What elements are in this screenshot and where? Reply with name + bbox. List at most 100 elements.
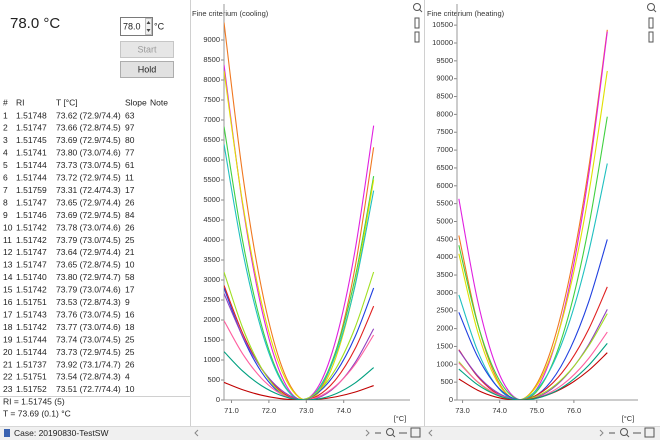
y-tick-label: 8000 [203, 75, 220, 84]
hold-button[interactable] [120, 61, 174, 78]
table-cell: 1.51744 [16, 160, 47, 170]
table-cell: 15 [3, 285, 13, 295]
table-cell: 10 [125, 260, 135, 270]
column-header: # [3, 97, 8, 107]
y-tick-label: 8500 [436, 92, 453, 101]
table-cell: 1.51743 [16, 309, 47, 319]
table-cell: 1.51742 [16, 235, 47, 245]
hold-button-label: Hold [138, 64, 157, 74]
y-tick-label: 7500 [436, 127, 453, 136]
table-cell: 10 [3, 222, 13, 232]
table-cell: 1.51748 [16, 110, 47, 120]
table-cell: 61 [125, 160, 135, 170]
curve [458, 342, 608, 400]
table-cell: 14 [3, 272, 13, 282]
x-tick-label: 76.0 [567, 406, 582, 415]
heating-toolbar[interactable] [609, 3, 657, 438]
curve [224, 287, 375, 400]
table-cell: 73.73 (72.9/74.5) [56, 347, 121, 357]
table-cell: 73.80 (72.9/74.7) [56, 272, 121, 282]
table-cell: 80 [125, 135, 135, 145]
table-cell: 19 [3, 334, 13, 344]
table-cell: 73.62 (72.9/74.4) [56, 110, 121, 120]
x-tick-label: 73.0 [299, 406, 314, 415]
table-cell: 84 [125, 210, 135, 220]
table-cell: 21 [3, 359, 13, 369]
y-tick-label: 2500 [203, 295, 220, 304]
y-tick-label: 1500 [203, 335, 220, 344]
t-summary: T = 73.69 (0.1) °C [3, 408, 71, 418]
start-button[interactable] [120, 41, 174, 58]
curve [458, 116, 608, 400]
table-cell: 1.51751 [16, 372, 47, 382]
table-cell: 73.73 (73.0/74.5) [56, 160, 121, 170]
table-cell: 1.51740 [16, 272, 47, 282]
table-cell: 13 [3, 260, 13, 270]
temperature-input[interactable] [120, 17, 153, 36]
table-cell: 77 [125, 148, 135, 158]
table-cell: 3 [3, 135, 8, 145]
table-cell: 12 [3, 247, 13, 257]
y-tick-label: 6000 [436, 181, 453, 190]
column-header: Slope [125, 97, 147, 107]
table-cell: 1.51752 [16, 384, 47, 394]
table-cell: 58 [125, 272, 135, 282]
y-tick-label: 10500 [432, 20, 453, 29]
y-tick-label: 3500 [203, 255, 220, 264]
y-tick-label: 0 [216, 395, 220, 404]
table-cell: 1.51745 [16, 135, 47, 145]
cooling-scrollbar[interactable] [191, 428, 371, 438]
y-tick-label: 7000 [203, 115, 220, 124]
table-cell: 73.77 (73.0/74.6) [56, 322, 121, 332]
y-tick-label: 0 [449, 395, 453, 404]
results-table: # RI T [°C] Slope Note 1 1.51748 73.62 (72.9/74… [3, 97, 168, 394]
curve [224, 271, 375, 400]
table-cell: 1.51747 [16, 247, 47, 257]
spinner[interactable] [145, 18, 152, 35]
cooling-toolbar[interactable] [375, 3, 423, 438]
heating-scrollbar[interactable] [425, 428, 605, 438]
y-tick-label: 5000 [203, 195, 220, 204]
y-tick-label: 2000 [436, 324, 453, 333]
input-unit: °C [154, 21, 165, 31]
table-cell: 1.51737 [16, 359, 47, 369]
table-cell: 21 [125, 247, 135, 257]
table-cell: 7 [3, 185, 8, 195]
y-tick-label: 5500 [436, 199, 453, 208]
y-tick-label: 7500 [203, 95, 220, 104]
y-tick-label: 4500 [436, 234, 453, 243]
y-tick-label: 1000 [436, 359, 453, 368]
case-icon [4, 429, 10, 437]
table-cell: 1 [3, 110, 8, 120]
table-cell: 73.79 (73.0/74.5) [56, 235, 121, 245]
table-cell: 16 [3, 297, 13, 307]
table-cell: 26 [125, 359, 135, 369]
plot-area [458, 29, 608, 400]
table-cell: 1.51751 [16, 297, 47, 307]
y-tick-label: 500 [207, 375, 220, 384]
table-cell: 73.65 (72.9/74.4) [56, 197, 121, 207]
y-tick-label: 4500 [203, 215, 220, 224]
table-cell: 22 [3, 372, 13, 382]
table-cell: 26 [125, 197, 135, 207]
table-cell: 1.51742 [16, 222, 47, 232]
y-tick-label: 4000 [203, 235, 220, 244]
table-cell: 8 [3, 197, 8, 207]
table-cell: 73.79 (73.0/74.6) [56, 285, 121, 295]
y-tick-label: 9500 [436, 56, 453, 65]
chart: Fine criterium (cooling) 0 500 1000 1500 2000… [192, 4, 410, 423]
table-cell: 16 [125, 309, 135, 319]
start-button-label: Start [137, 44, 157, 54]
y-tick-label: 3000 [436, 288, 453, 297]
table-cell: 73.65 (72.8/74.5) [56, 260, 121, 270]
plot-area [224, 22, 375, 400]
temperature-input-value[interactable]: 78.0 [123, 21, 141, 31]
y-tick-label: 6500 [203, 135, 220, 144]
case-label: Case: 20190830-TestSW [14, 428, 109, 438]
table-cell: 5 [3, 160, 8, 170]
table-cell: 9 [125, 297, 130, 307]
table-cell: 63 [125, 110, 135, 120]
x-axis-label: [°C] [394, 414, 407, 423]
